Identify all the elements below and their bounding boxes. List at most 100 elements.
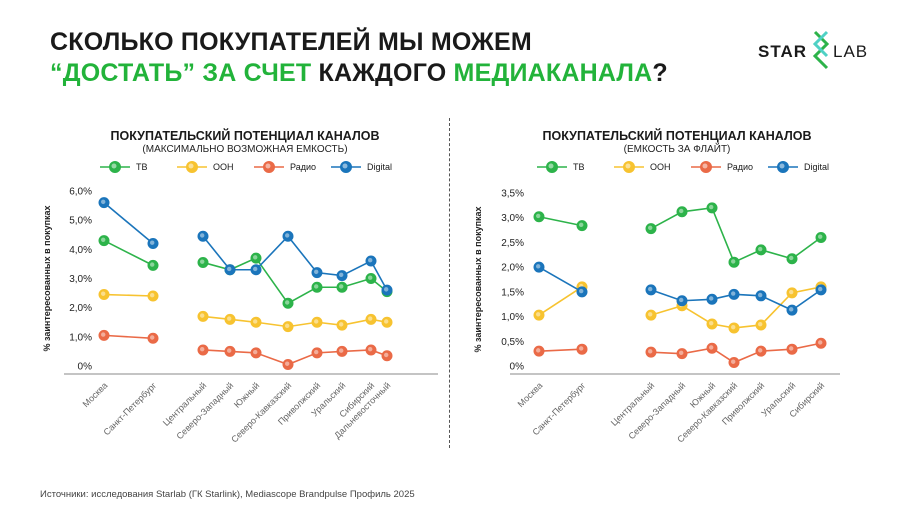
data-point-highlight	[253, 319, 258, 324]
data-point-tv	[533, 211, 545, 223]
data-point-highlight	[150, 335, 155, 340]
y-tick-label: 2,5%	[501, 238, 524, 249]
data-point-digital	[645, 284, 657, 296]
data-point-ooh	[706, 318, 718, 330]
data-point-radio	[381, 350, 393, 362]
legend-marker-ooh	[177, 161, 207, 173]
data-point-radio	[197, 344, 209, 356]
data-point-ooh	[311, 316, 323, 328]
data-point-digital	[533, 261, 545, 273]
data-point-highlight	[368, 258, 373, 263]
series-line-tv	[650, 206, 822, 264]
y-axis-title: % заинтересованных в покупках	[473, 206, 483, 352]
data-point-digital	[311, 267, 323, 279]
left-chart-subtitle: (МАКСИМАЛЬНО ВОЗМОЖНАЯ ЕМКОСТЬ)	[142, 144, 348, 155]
data-point-highlight	[101, 237, 106, 242]
data-point-radio	[676, 348, 688, 360]
data-point-tv	[786, 253, 798, 265]
data-point-highlight	[285, 233, 290, 238]
data-point-highlight	[314, 284, 319, 289]
legend-marker-digital	[768, 161, 798, 173]
data-point-digital	[755, 290, 767, 302]
data-point-tv	[147, 259, 159, 271]
data-point-digital	[365, 255, 377, 267]
series-line-digital	[538, 266, 583, 293]
data-point-highlight	[679, 208, 684, 214]
data-point-highlight	[731, 291, 736, 296]
legend-label-digital: Digital	[804, 162, 830, 172]
data-point-tv	[250, 252, 262, 264]
data-point-digital	[98, 197, 110, 209]
data-point-highlight	[758, 321, 763, 327]
left-chart-legend: ТВ OOH Радио Digital	[100, 160, 408, 174]
data-point-highlight	[679, 297, 684, 303]
data-point-radio	[533, 345, 545, 357]
data-point-tv	[645, 223, 657, 235]
legend-marker-digital	[331, 161, 361, 173]
data-point-digital	[786, 304, 798, 316]
legend-item-digital: Digital	[768, 160, 845, 174]
legend-item-radio: Радио	[254, 160, 331, 174]
data-point-highlight	[789, 289, 794, 295]
data-point-highlight	[679, 350, 684, 356]
data-point-tv	[755, 244, 767, 256]
y-tick-label: 2,0%	[501, 263, 524, 274]
data-point-ooh	[645, 309, 657, 321]
data-point-ooh	[381, 316, 393, 328]
data-point-digital	[197, 230, 209, 242]
data-point-tv	[311, 281, 323, 293]
legend-marker-tv	[537, 161, 567, 173]
data-point-digital	[576, 286, 588, 298]
data-point-highlight	[536, 264, 541, 269]
legend-label-radio: Радио	[727, 162, 753, 172]
legend-item-radio: Радио	[691, 160, 768, 174]
data-point-highlight	[200, 259, 205, 264]
series-line-ooh	[103, 293, 154, 297]
series-line-radio	[103, 334, 154, 340]
data-point-highlight	[368, 316, 373, 321]
legend-label-tv: ТВ	[573, 162, 585, 172]
data-point-highlight	[368, 346, 373, 352]
legend-marker-radio	[691, 161, 721, 173]
data-point-radio	[706, 342, 718, 354]
data-point-highlight	[339, 348, 344, 353]
legend-item-tv: ТВ	[100, 160, 177, 174]
data-point-highlight	[384, 352, 389, 358]
data-point-tv	[815, 231, 827, 243]
data-point-highlight	[227, 348, 232, 353]
y-tick-label: 1,0%	[501, 312, 524, 323]
data-point-tv	[336, 281, 348, 293]
data-point-radio	[250, 347, 262, 359]
data-point-highlight	[579, 222, 584, 228]
data-point-digital	[224, 264, 236, 276]
data-point-digital	[250, 264, 262, 276]
data-point-radio	[98, 329, 110, 341]
legend-item-digital: Digital	[331, 160, 408, 174]
data-point-highlight	[285, 300, 290, 305]
y-tick-label: 0,5%	[501, 337, 524, 348]
y-tick-label: 3,0%	[69, 274, 92, 285]
data-point-highlight	[150, 293, 155, 298]
legend-label-ooh: OOH	[213, 162, 234, 172]
right-chart-subtitle: (ЕМКОСТЬ ЗА ФЛАЙТ)	[623, 144, 731, 155]
data-point-ooh	[755, 319, 767, 331]
y-tick-label: 0%	[510, 362, 525, 373]
data-point-tv	[98, 235, 110, 247]
data-point-highlight	[384, 319, 389, 324]
logo-text-star: STAR	[758, 42, 808, 61]
y-tick-label: 2,0%	[69, 303, 92, 314]
legend-label-ooh: OOH	[650, 162, 671, 172]
data-point-highlight	[758, 246, 763, 252]
data-point-radio	[311, 347, 323, 359]
data-point-ooh	[250, 316, 262, 328]
slide-title: СКОЛЬКО ПОКУПАТЕЛЕЙ МЫ МОЖЕМ “ДОСТАТЬ” З…	[50, 27, 668, 89]
data-point-highlight	[709, 296, 714, 301]
data-point-highlight	[709, 204, 714, 210]
data-point-ooh	[197, 310, 209, 322]
legend-label-tv: ТВ	[136, 162, 148, 172]
data-point-ooh	[786, 287, 798, 299]
x-tick-label: Северо-Западный	[626, 380, 687, 441]
data-point-digital	[728, 288, 740, 300]
data-point-tv	[706, 202, 718, 214]
data-point-tv	[197, 256, 209, 268]
